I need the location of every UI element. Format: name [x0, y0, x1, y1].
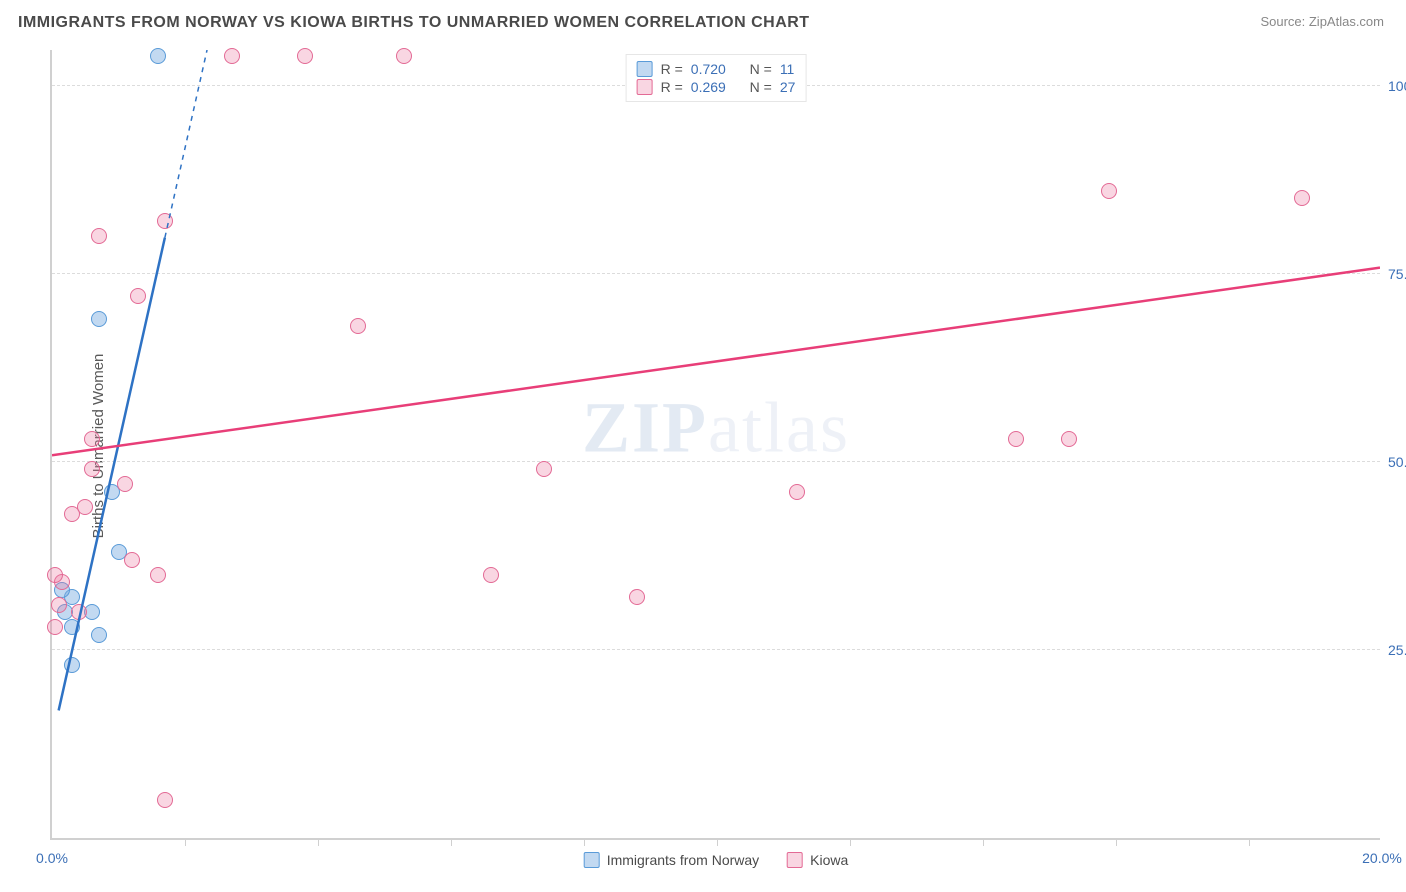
x-tick-minor: [717, 838, 718, 846]
point-kiowa: [117, 476, 133, 492]
x-tick-minor: [584, 838, 585, 846]
x-tick-minor: [850, 838, 851, 846]
y-tick-label: 50.0%: [1388, 454, 1406, 470]
legend-row-norway: R = 0.720 N = 11: [637, 61, 796, 77]
point-kiowa: [1061, 431, 1077, 447]
point-kiowa: [789, 484, 805, 500]
gridline-h: [52, 273, 1380, 274]
point-kiowa: [47, 567, 63, 583]
point-kiowa: [157, 213, 173, 229]
point-kiowa: [47, 619, 63, 635]
r-value-kiowa: 0.269: [691, 79, 726, 95]
y-tick-label: 100.0%: [1388, 78, 1406, 94]
point-kiowa: [84, 461, 100, 477]
gridline-h: [52, 461, 1380, 462]
x-tick-minor: [451, 838, 452, 846]
point-kiowa: [396, 48, 412, 64]
point-kiowa: [350, 318, 366, 334]
trend-lines: [52, 50, 1380, 838]
point-kiowa: [224, 48, 240, 64]
x-tick-minor: [1249, 838, 1250, 846]
source-name: ZipAtlas.com: [1309, 14, 1384, 29]
point-norway: [91, 311, 107, 327]
swatch-pink-icon: [637, 79, 653, 95]
point-kiowa: [157, 792, 173, 808]
point-kiowa: [130, 288, 146, 304]
point-kiowa: [91, 228, 107, 244]
n-label: N =: [750, 79, 772, 95]
point-kiowa: [51, 597, 67, 613]
swatch-pink-icon: [787, 852, 803, 868]
point-kiowa: [124, 552, 140, 568]
point-kiowa: [150, 567, 166, 583]
legend-item-norway: Immigrants from Norway: [584, 852, 759, 868]
watermark-zip: ZIP: [582, 388, 708, 468]
n-value-kiowa: 27: [780, 79, 796, 95]
watermark-atlas: atlas: [708, 388, 850, 468]
swatch-blue-icon: [584, 852, 600, 868]
point-kiowa: [1101, 183, 1117, 199]
point-kiowa: [84, 431, 100, 447]
point-kiowa: [629, 589, 645, 605]
point-norway: [64, 619, 80, 635]
scatter-plot-area: ZIPatlas R = 0.720 N = 11 R = 0.269 N = …: [50, 50, 1380, 840]
watermark: ZIPatlas: [582, 387, 850, 470]
point-kiowa: [536, 461, 552, 477]
point-kiowa: [297, 48, 313, 64]
r-value-norway: 0.720: [691, 61, 726, 77]
r-label: R =: [661, 79, 683, 95]
y-tick-label: 75.0%: [1388, 266, 1406, 282]
legend-label-kiowa: Kiowa: [810, 852, 848, 868]
x-tick-minor: [983, 838, 984, 846]
legend-item-kiowa: Kiowa: [787, 852, 848, 868]
chart-title: IMMIGRANTS FROM NORWAY VS KIOWA BIRTHS T…: [18, 14, 810, 32]
point-norway: [91, 627, 107, 643]
point-norway: [64, 657, 80, 673]
correlation-legend: R = 0.720 N = 11 R = 0.269 N = 27: [626, 54, 807, 102]
legend-label-norway: Immigrants from Norway: [607, 852, 759, 868]
x-tick-minor: [318, 838, 319, 846]
gridline-h: [52, 649, 1380, 650]
n-value-norway: 11: [780, 61, 795, 77]
point-kiowa: [1008, 431, 1024, 447]
point-kiowa: [483, 567, 499, 583]
x-tick-minor: [185, 838, 186, 846]
point-kiowa: [71, 604, 87, 620]
n-label: N =: [750, 61, 772, 77]
swatch-blue-icon: [637, 61, 653, 77]
x-tick-minor: [1116, 838, 1117, 846]
point-kiowa: [1294, 190, 1310, 206]
x-tick-label: 20.0%: [1362, 850, 1402, 866]
source-attribution: Source: ZipAtlas.com: [1260, 14, 1384, 29]
point-kiowa: [77, 499, 93, 515]
y-tick-label: 25.0%: [1388, 642, 1406, 658]
legend-row-kiowa: R = 0.269 N = 27: [637, 79, 796, 95]
point-norway: [150, 48, 166, 64]
x-tick-label: 0.0%: [36, 850, 68, 866]
source-prefix: Source:: [1260, 14, 1308, 29]
r-label: R =: [661, 61, 683, 77]
series-legend: Immigrants from Norway Kiowa: [584, 852, 849, 868]
